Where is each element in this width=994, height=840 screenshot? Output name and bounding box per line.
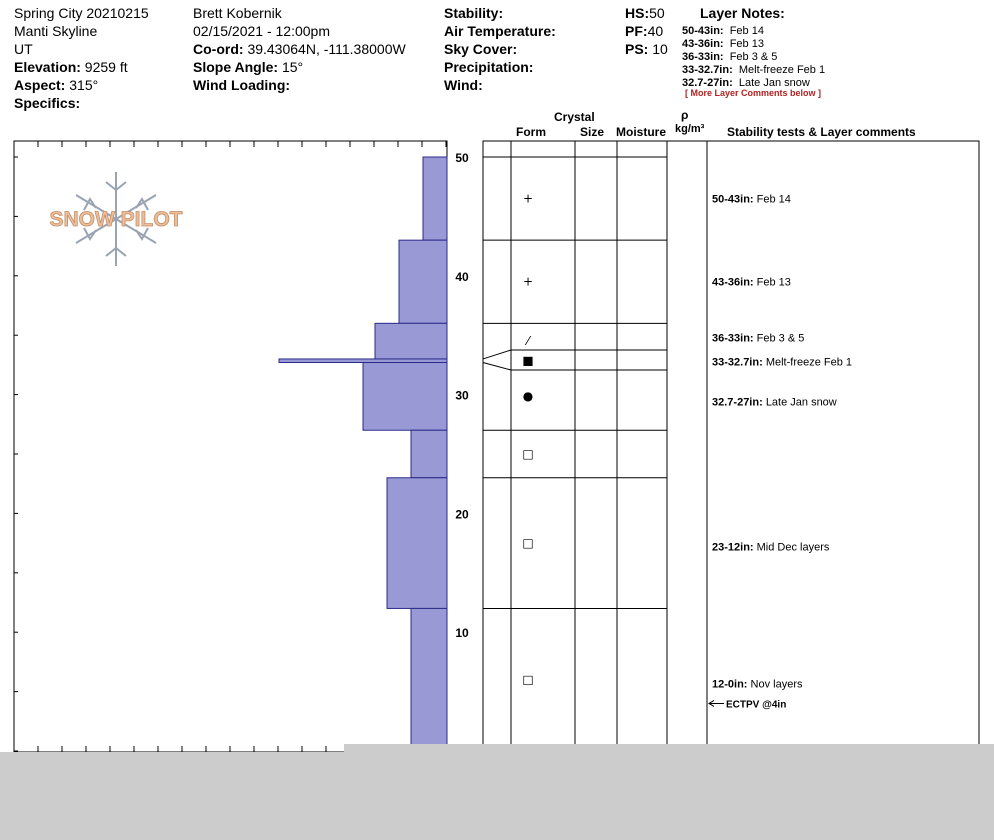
hardness-bar xyxy=(374,322,448,360)
coord-row: Co-ord: 39.43064N, -111.38000W xyxy=(193,40,406,58)
hardness-bar xyxy=(362,362,448,431)
grain-form-symbol: □ xyxy=(522,536,533,550)
hardness-bar xyxy=(410,607,448,752)
range-name: Manti Skyline xyxy=(14,23,98,39)
more-layer-comments-link[interactable]: [ More Layer Comments below ] xyxy=(685,88,822,98)
layer-comment: 43-36in: Feb 13 xyxy=(712,277,791,289)
stability-test-label: ECTPV @4in xyxy=(726,699,786,710)
sky-cover-label: Sky Cover: xyxy=(444,41,518,57)
location-name: Spring City 20210215 xyxy=(14,5,149,21)
precipitation-label: Precipitation: xyxy=(444,59,534,75)
layer-note-4: 33-32.7in: Melt-freeze Feb 1 xyxy=(682,64,826,76)
observation-datetime: 02/15/2021 - 12:00pm xyxy=(193,23,330,39)
slope-row: Slope Angle: 15° xyxy=(193,58,303,76)
pf-row: PF:40 xyxy=(625,22,663,40)
hardness-bar xyxy=(398,239,448,324)
layer-boundary xyxy=(482,349,667,360)
y-tick-label: 50 xyxy=(455,151,469,165)
state-name: UT xyxy=(14,41,33,57)
form-header: Form xyxy=(516,125,546,139)
layer-comment: 33-32.7in: Melt-freeze Feb 1 xyxy=(712,356,852,368)
snowflake-icon xyxy=(75,172,157,266)
hardness-bar xyxy=(386,477,448,609)
hs-label: HS: xyxy=(625,5,650,21)
coord-label: Co-ord: xyxy=(193,41,244,57)
grain-form-symbol: □ xyxy=(522,673,533,687)
coord-value: 39.43064N, -111.38000W xyxy=(247,41,406,57)
slope-label: Slope Angle: xyxy=(193,59,279,75)
hs-value: 50 xyxy=(649,5,665,21)
slope-value: 15° xyxy=(281,59,304,75)
wind-loading-row: Wind Loading: xyxy=(193,76,290,94)
crystal-header: Crystal xyxy=(554,110,595,124)
aspect-value: 315° xyxy=(69,77,99,93)
stability-test-arrowhead xyxy=(708,700,715,707)
grain-form-symbol: ⁄ xyxy=(524,334,532,348)
moisture-header: Moisture xyxy=(616,125,667,139)
y-tick-label: 10 xyxy=(455,626,469,640)
air-temperature-label: Air Temperature: xyxy=(444,23,556,39)
rho-header: ρ xyxy=(681,108,689,122)
layer-note-3: 36-33in: Feb 3 & 5 xyxy=(682,51,778,63)
layer-boundary xyxy=(482,362,667,371)
density-unit-header: kg/m³ xyxy=(675,123,705,135)
layer-comment: 36-33in: Feb 3 & 5 xyxy=(712,333,804,345)
layer-comment: 32.7-27in: Late Jan snow xyxy=(712,397,837,409)
hardness-plot-frame xyxy=(13,140,448,753)
aspect-label: Aspect: xyxy=(14,77,66,93)
specifics-row: Specifics: xyxy=(14,94,80,112)
layer-comment: 50-43in: Feb 14 xyxy=(712,194,791,206)
ps-label: PS: xyxy=(625,41,649,57)
observer-name: Brett Kobernik xyxy=(193,5,282,21)
snowpilot-logo: SNOW PILOT xyxy=(49,172,183,266)
wind-label: Wind: xyxy=(444,77,483,93)
hardness-bar xyxy=(422,156,448,241)
ps-row: PS: 10 xyxy=(625,40,668,58)
elevation-label: Elevation: xyxy=(14,59,81,75)
pf-value: 40 xyxy=(647,23,664,39)
bottom-overlay-top xyxy=(344,744,994,752)
elevation-row: Elevation: 9259 ft xyxy=(14,58,128,76)
size-header: Size xyxy=(580,125,605,139)
layer-note-2: 43-36in: Feb 13 xyxy=(682,38,764,50)
elevation-value: 9259 ft xyxy=(84,59,128,75)
hardness-bar xyxy=(278,358,448,364)
wind-loading-label: Wind Loading: xyxy=(193,77,291,93)
bottom-overlay xyxy=(0,752,994,840)
aspect-row: Aspect: 315° xyxy=(14,76,98,94)
specifics-label: Specifics: xyxy=(14,95,81,111)
grain-form-symbol: + xyxy=(523,192,533,206)
stability-comments-header: Stability tests & Layer comments xyxy=(727,125,916,139)
layer-note-1: 50-43in: Feb 14 xyxy=(682,25,764,37)
grain-form-symbol: + xyxy=(523,275,533,289)
layer-comment: 23-12in: Mid Dec layers xyxy=(712,542,830,554)
y-tick-label: 20 xyxy=(455,507,469,521)
grain-form-symbol: ● xyxy=(523,389,533,403)
ps-value: 10 xyxy=(652,41,668,57)
layer-note-5: 32.7-27in: Late Jan snow xyxy=(682,77,810,89)
grain-form-symbol: □ xyxy=(522,447,533,461)
layer-comment: 12-0in: Nov layers xyxy=(712,678,803,690)
grain-form-symbol: ■ xyxy=(522,354,533,368)
hardness-bar xyxy=(410,429,448,479)
y-tick-label: 30 xyxy=(455,389,469,403)
layer-notes-title: Layer Notes: xyxy=(700,5,785,21)
layer-table-frame xyxy=(482,140,980,753)
stability-label: Stability: xyxy=(444,5,504,21)
y-tick-label: 40 xyxy=(455,270,469,284)
hs-row: HS:50 xyxy=(625,4,665,22)
logo-text: SNOW PILOT xyxy=(50,208,183,231)
pf-label: PF: xyxy=(625,23,648,39)
